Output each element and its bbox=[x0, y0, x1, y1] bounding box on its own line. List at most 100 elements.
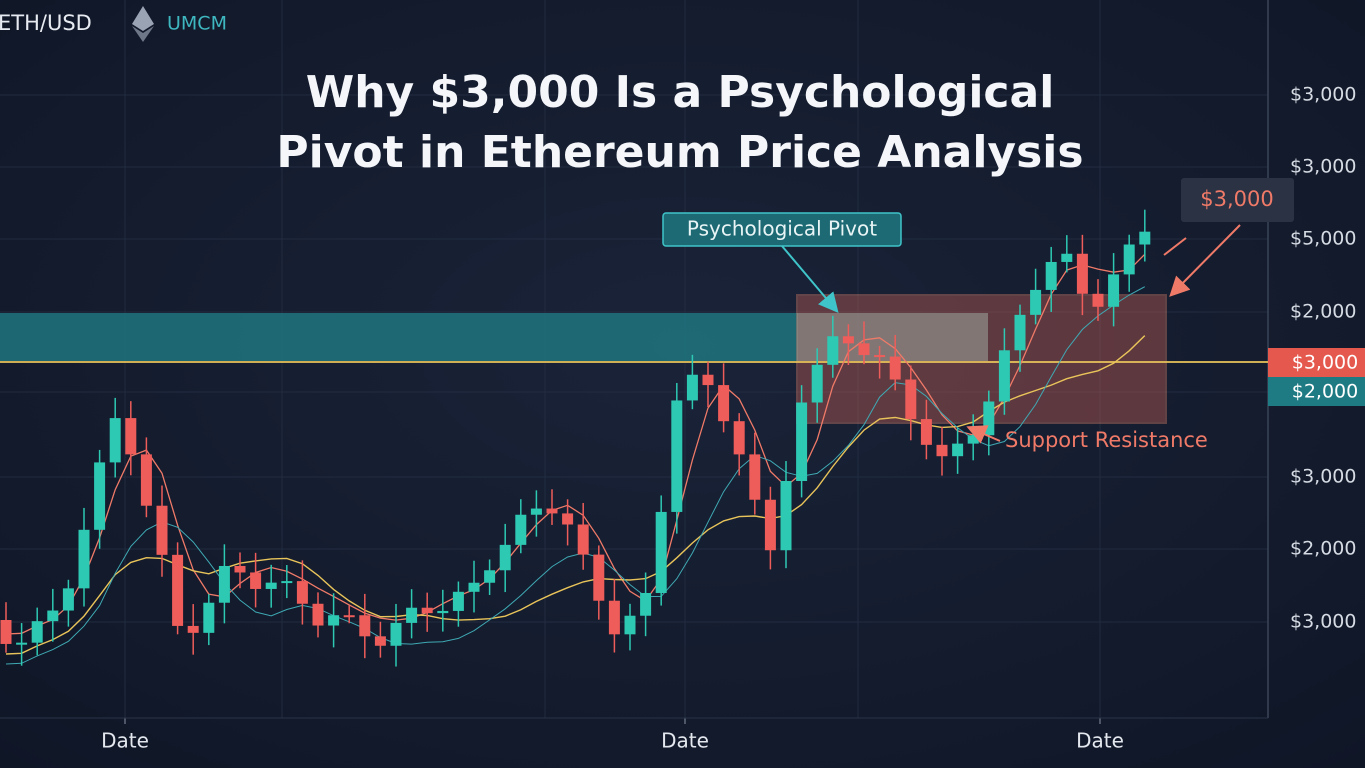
candle-body bbox=[1092, 293, 1104, 307]
price-marker-box bbox=[1268, 348, 1365, 377]
candle-body bbox=[172, 554, 184, 626]
candle-body bbox=[0, 620, 12, 644]
title-line: Pivot in Ethereum Price Analysis bbox=[276, 127, 1083, 178]
candle-body bbox=[218, 565, 230, 603]
candle-body bbox=[296, 581, 308, 604]
candle-body bbox=[359, 615, 371, 637]
target-arrow bbox=[1169, 224, 1241, 297]
price-label: $3,000 bbox=[1290, 611, 1356, 633]
date-label: Date bbox=[661, 729, 709, 753]
candle-body bbox=[1061, 253, 1073, 262]
candle-body bbox=[920, 419, 932, 445]
candle-body bbox=[530, 508, 542, 515]
zone-arrow bbox=[966, 425, 1001, 444]
title-line: Why $3,000 Is a Psychological bbox=[306, 67, 1055, 118]
candle-body bbox=[842, 336, 854, 344]
candle-body bbox=[406, 607, 418, 623]
candle-body bbox=[187, 625, 199, 633]
candle-body bbox=[1014, 314, 1026, 351]
price-label: $3,000 bbox=[1290, 466, 1356, 488]
candle-body bbox=[156, 505, 168, 555]
candle-body bbox=[562, 513, 574, 525]
candle-body bbox=[889, 356, 901, 380]
candle-body bbox=[515, 514, 527, 545]
candle-body bbox=[858, 343, 870, 356]
candle-body bbox=[811, 364, 823, 403]
candle-body bbox=[593, 554, 605, 601]
moving-average bbox=[5, 335, 1146, 655]
moving-average bbox=[5, 286, 1146, 665]
candle-body bbox=[827, 336, 839, 365]
candle-body bbox=[936, 444, 948, 457]
price-label: $2,000 bbox=[1290, 301, 1356, 323]
candle-body bbox=[874, 355, 886, 358]
price-marker: $2,000 bbox=[1292, 381, 1358, 403]
candle-body bbox=[47, 610, 59, 622]
date-label: Date bbox=[1076, 729, 1124, 753]
candle-body bbox=[265, 582, 277, 589]
candle-body bbox=[140, 454, 152, 506]
candle-body bbox=[1108, 274, 1120, 307]
candle-body bbox=[328, 615, 340, 626]
candle-body bbox=[203, 602, 215, 633]
candle-body bbox=[234, 565, 246, 573]
candle-body bbox=[62, 588, 74, 611]
candle-body bbox=[468, 582, 480, 592]
price-label: $3,000 bbox=[1290, 84, 1356, 106]
pivot-band bbox=[0, 313, 988, 361]
candle-body bbox=[343, 615, 355, 618]
candle-body bbox=[94, 462, 106, 530]
candle-body bbox=[640, 592, 652, 616]
candle-body bbox=[608, 600, 620, 635]
candle-body bbox=[281, 581, 293, 584]
price-marker: $3,000 bbox=[1292, 352, 1358, 374]
candles bbox=[0, 209, 1151, 667]
target-arrow-small bbox=[1163, 237, 1187, 256]
candle-body bbox=[733, 421, 745, 455]
candle-body bbox=[499, 544, 511, 571]
candle-body bbox=[780, 480, 792, 551]
candle-body bbox=[546, 508, 558, 514]
candle-body bbox=[1123, 244, 1135, 275]
candle-body bbox=[1076, 253, 1088, 294]
exchange: UMCM bbox=[167, 13, 227, 35]
moving-averages bbox=[5, 253, 1146, 665]
symbol: ETH/USD bbox=[0, 11, 92, 35]
price-label: $3,000 bbox=[1290, 156, 1356, 178]
candle-body bbox=[905, 379, 917, 420]
pivot-arrow bbox=[781, 245, 839, 314]
eth-icon bbox=[132, 6, 154, 42]
candle-body bbox=[374, 636, 386, 646]
zone-label: Support Resistance bbox=[1005, 428, 1208, 452]
candle-body bbox=[671, 400, 683, 512]
price-label: $5,000 bbox=[1290, 228, 1356, 250]
support-resistance-zone bbox=[796, 294, 1167, 424]
price-label: $2,000 bbox=[1290, 538, 1356, 560]
candle-body bbox=[577, 524, 589, 555]
candle-body bbox=[484, 570, 496, 583]
candle-body bbox=[421, 607, 433, 614]
candle-body bbox=[655, 511, 667, 593]
pivot-label: Psychological Pivot bbox=[687, 217, 877, 241]
candle-body bbox=[764, 499, 776, 551]
candle-body bbox=[78, 529, 90, 589]
candle-body bbox=[702, 374, 714, 386]
candle-body bbox=[437, 610, 449, 614]
candle-body bbox=[31, 621, 43, 643]
candle-body bbox=[1139, 231, 1151, 245]
candle-body bbox=[390, 622, 402, 646]
candle-body bbox=[718, 385, 730, 422]
candle-body bbox=[1045, 261, 1057, 290]
moving-average bbox=[5, 253, 1146, 635]
target-label-box bbox=[1181, 178, 1294, 222]
candle-body bbox=[312, 603, 324, 626]
candle-body bbox=[983, 401, 995, 436]
candle-body bbox=[998, 350, 1010, 402]
candle-body bbox=[749, 454, 761, 500]
date-label: Date bbox=[101, 729, 149, 753]
candle-body bbox=[967, 435, 979, 444]
candle-body bbox=[125, 418, 137, 455]
target-label: $3,000 bbox=[1200, 187, 1273, 211]
